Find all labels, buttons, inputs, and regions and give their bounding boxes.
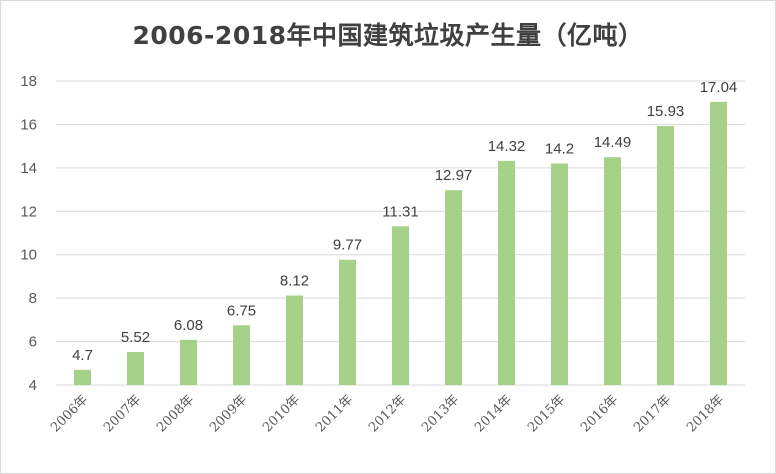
y-tick-label: 6 bbox=[29, 334, 37, 351]
data-label: 15.93 bbox=[647, 103, 685, 120]
bar bbox=[127, 351, 144, 385]
bar bbox=[498, 160, 515, 385]
x-category-label: 2016年 bbox=[578, 392, 621, 435]
y-tick-label: 8 bbox=[29, 290, 37, 307]
data-label: 14.32 bbox=[488, 138, 526, 155]
bar bbox=[339, 259, 356, 385]
data-label: 8.12 bbox=[280, 273, 309, 290]
data-label: 17.04 bbox=[700, 79, 738, 96]
x-category-label: 2011年 bbox=[313, 392, 356, 435]
data-label: 5.52 bbox=[121, 329, 150, 346]
data-label: 4.7 bbox=[72, 347, 93, 364]
y-tick-label: 14 bbox=[20, 160, 37, 177]
data-label: 14.2 bbox=[545, 141, 574, 158]
bar bbox=[392, 226, 409, 385]
x-category-label: 2015年 bbox=[525, 392, 568, 435]
bar bbox=[74, 369, 91, 385]
bar bbox=[604, 157, 621, 385]
bar bbox=[710, 101, 727, 386]
data-label: 14.49 bbox=[594, 134, 632, 151]
x-category-label: 2013年 bbox=[419, 392, 462, 435]
y-tick-label: 4 bbox=[29, 377, 37, 394]
x-category-label: 2012年 bbox=[366, 392, 409, 435]
bar bbox=[657, 125, 674, 385]
y-tick-label: 12 bbox=[20, 203, 37, 220]
bar bbox=[180, 339, 197, 385]
x-category-label: 2007年 bbox=[101, 392, 144, 435]
y-tick-label: 10 bbox=[20, 247, 37, 264]
data-label: 12.97 bbox=[435, 167, 473, 184]
x-category-label: 2018年 bbox=[684, 392, 727, 435]
data-label: 11.31 bbox=[382, 203, 418, 220]
bar bbox=[445, 190, 462, 385]
bar bbox=[551, 163, 568, 385]
data-label: 6.08 bbox=[174, 317, 203, 334]
x-category-label: 2008年 bbox=[154, 392, 197, 435]
x-category-label: 2014年 bbox=[472, 392, 515, 435]
chart-title: 2006-2018年中国建筑垃圾产生量（亿吨） bbox=[132, 21, 644, 50]
y-tick-label: 18 bbox=[20, 73, 37, 90]
y-tick-label: 16 bbox=[20, 116, 37, 133]
x-category-label: 2006年 bbox=[48, 392, 91, 435]
bar bbox=[233, 325, 250, 385]
data-label: 9.77 bbox=[333, 237, 362, 254]
bar bbox=[286, 295, 303, 385]
data-label: 6.75 bbox=[227, 302, 256, 319]
x-category-label: 2009年 bbox=[207, 392, 250, 435]
x-category-label: 2010年 bbox=[260, 392, 303, 435]
x-category-label: 2017年 bbox=[631, 392, 674, 435]
